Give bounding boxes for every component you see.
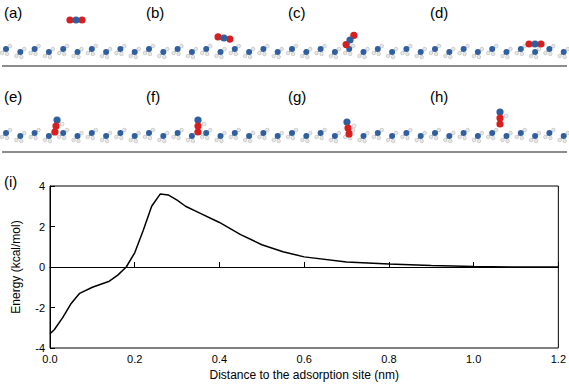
svg-text:0.8: 0.8 <box>381 353 396 365</box>
svg-text:0.4: 0.4 <box>212 353 227 365</box>
svg-text:1.0: 1.0 <box>466 353 481 365</box>
svg-text:(h): (h) <box>430 88 448 105</box>
svg-text:(g): (g) <box>288 88 306 105</box>
svg-text:Energy (kcal/mol): Energy (kcal/mol) <box>9 220 23 313</box>
svg-text:0: 0 <box>39 261 45 273</box>
svg-text:(a): (a) <box>4 4 22 21</box>
svg-text:4: 4 <box>39 180 45 192</box>
svg-text:0.0: 0.0 <box>42 353 57 365</box>
svg-text:-4: -4 <box>35 342 45 354</box>
svg-text:-2: -2 <box>35 302 45 314</box>
svg-text:0.2: 0.2 <box>127 353 142 365</box>
svg-text:2: 2 <box>39 221 45 233</box>
svg-text:(c): (c) <box>288 4 306 21</box>
svg-text:(f): (f) <box>146 88 160 105</box>
svg-text:Distance to the adsorption sit: Distance to the adsorption site (nm) <box>209 368 398 382</box>
svg-text:(i): (i) <box>4 173 17 190</box>
svg-text:0.6: 0.6 <box>297 353 312 365</box>
svg-text:(d): (d) <box>430 4 448 21</box>
svg-text:1.2: 1.2 <box>551 353 566 365</box>
svg-text:(b): (b) <box>146 4 164 21</box>
svg-text:(e): (e) <box>4 88 22 105</box>
